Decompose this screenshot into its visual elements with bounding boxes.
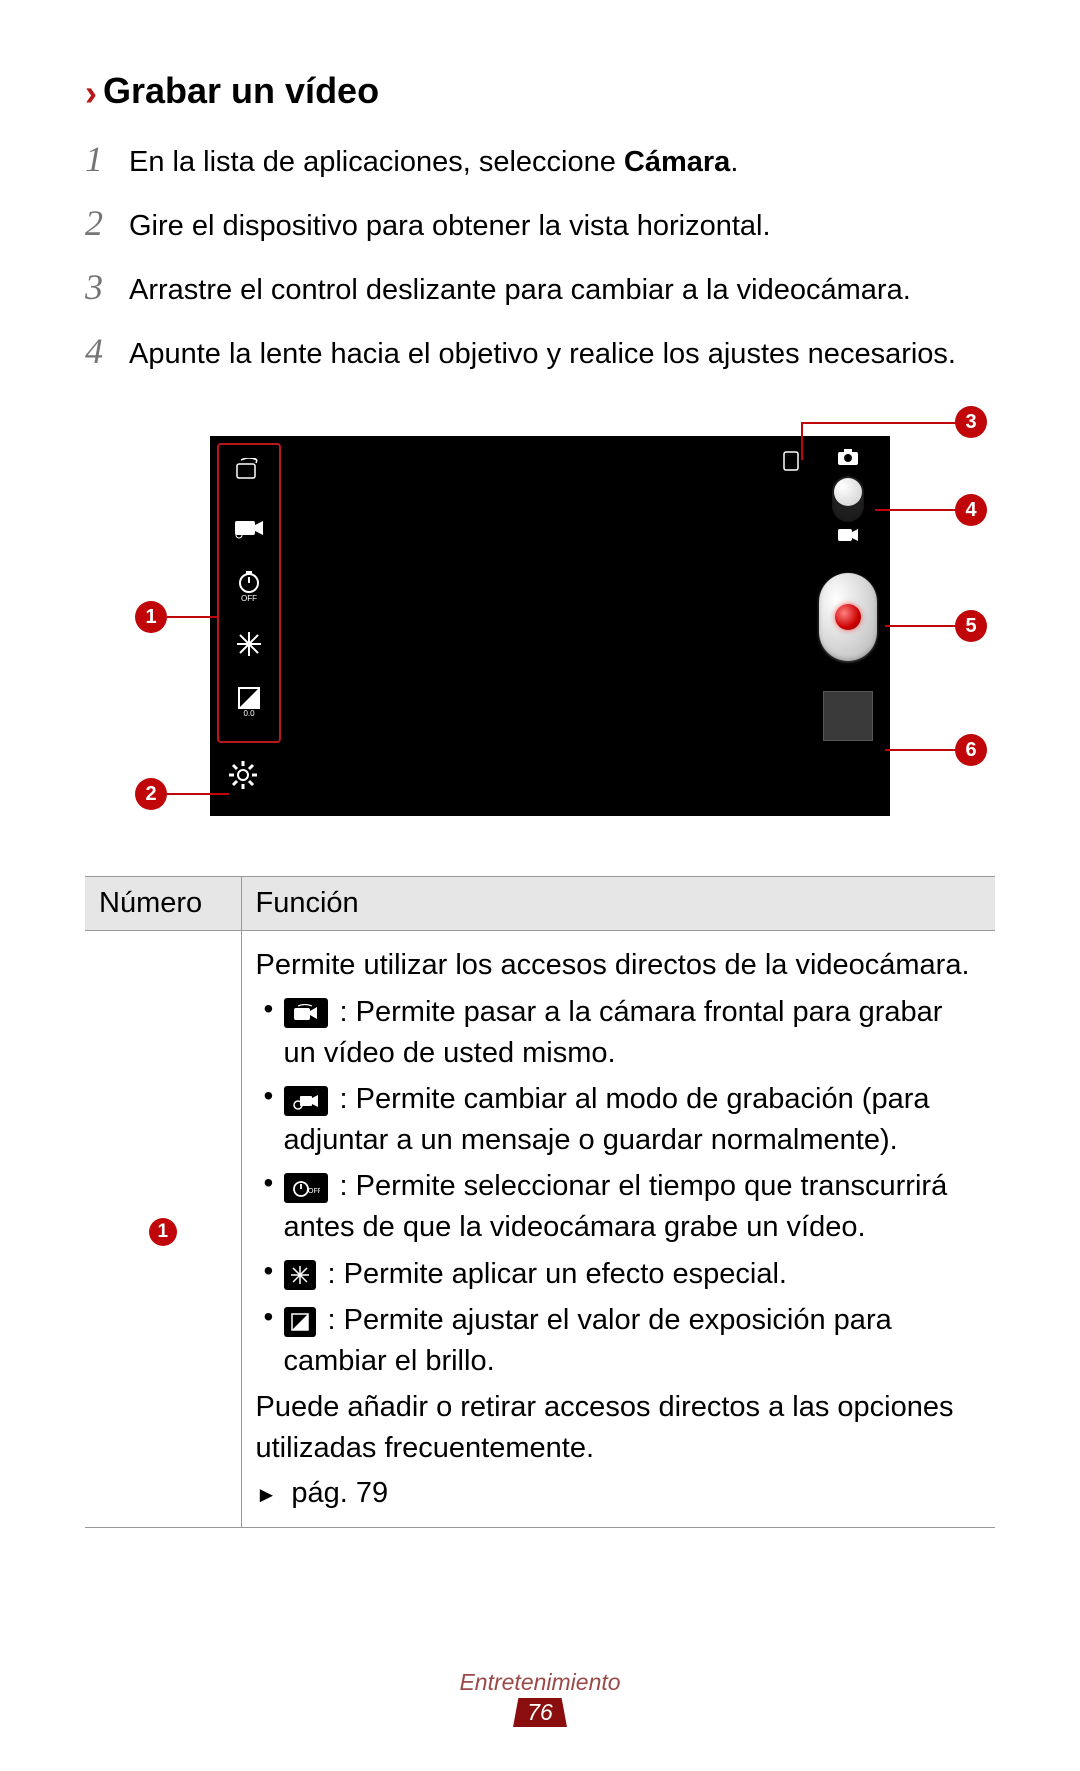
table-cell-number: 1	[85, 931, 241, 1528]
page-content: ›Grabar un vídeo 1 En la lista de aplica…	[0, 0, 1080, 1528]
callout-leader	[801, 422, 803, 460]
page-footer: Entretenimiento 76	[0, 1669, 1080, 1727]
callout-leader	[885, 749, 957, 751]
callout-badge-5: 5	[955, 610, 987, 642]
list-item: : Permite aplicar un efecto especial.	[256, 1254, 982, 1295]
table-cell-function: Permite utilizar los accesos directos de…	[241, 931, 995, 1528]
gallery-thumbnail[interactable]	[823, 691, 873, 741]
callout-badge-4: 4	[955, 494, 987, 526]
mode-switcher[interactable]	[832, 476, 864, 522]
step-item: 2 Gire el dispositivo para obtener la vi…	[85, 196, 995, 250]
shortcuts-toolbar: OFF 0.0	[222, 448, 276, 724]
function-bullet-list: : Permite pasar a la cámara frontal para…	[256, 992, 982, 1381]
step-number: 1	[85, 132, 129, 186]
effects-icon[interactable]	[227, 622, 271, 666]
step-list: 1 En la lista de aplicaciones, seleccion…	[85, 132, 995, 378]
photo-mode-icon	[837, 446, 859, 472]
camera-figure: OFF 0.0	[85, 406, 995, 846]
function-table: Número Función 1 Permite utilizar los ac…	[85, 876, 995, 1528]
section-heading: ›Grabar un vídeo	[85, 70, 995, 114]
footer-page-number: 76	[513, 1698, 567, 1727]
right-toolbar	[818, 446, 878, 741]
step-text: Apunte la lente hacia el objetivo y real…	[129, 333, 995, 377]
step-item: 1 En la lista de aplicaciones, seleccion…	[85, 132, 995, 186]
callout-leader	[801, 422, 957, 424]
timer-icon: OFF	[284, 1173, 328, 1203]
mode-switcher-knob	[834, 478, 862, 506]
step-number: 4	[85, 324, 129, 378]
list-item: OFF : Permite seleccionar el tiempo que …	[256, 1166, 982, 1247]
settings-icon[interactable]	[228, 760, 258, 798]
step-item: 4 Apunte la lente hacia el objetivo y re…	[85, 324, 995, 378]
callout-badge-3: 3	[955, 406, 987, 438]
step-number: 3	[85, 260, 129, 314]
step-text: Arrastre el control deslizante para camb…	[129, 269, 995, 313]
recording-mode-icon[interactable]	[227, 506, 271, 550]
table-header-function: Función	[241, 877, 995, 931]
callout-leader	[875, 509, 957, 511]
table-header-number: Número	[85, 877, 241, 931]
footer-section-label: Entretenimiento	[0, 1669, 1080, 1696]
step-item: 3 Arrastre el control deslizante para ca…	[85, 260, 995, 314]
recording-mode-icon	[284, 1086, 328, 1116]
record-indicator-icon	[835, 604, 861, 630]
step-number: 2	[85, 196, 129, 250]
page-reference: ► pág. 79	[256, 1473, 982, 1514]
record-button[interactable]	[819, 573, 877, 661]
timer-icon[interactable]: OFF	[227, 564, 271, 608]
switch-camera-icon[interactable]	[227, 448, 271, 492]
heading-text: Grabar un vídeo	[103, 70, 379, 111]
callout-badge-6: 6	[955, 734, 987, 766]
list-item: : Permite cambiar al modo de grabación (…	[256, 1079, 982, 1160]
list-item: : Permite ajustar el valor de exposición…	[256, 1300, 982, 1381]
heading-chevron-icon: ›	[85, 72, 97, 113]
page-ref-arrow-icon: ►	[256, 1482, 278, 1507]
table-row: 1 Permite utilizar los accesos directos …	[85, 931, 995, 1528]
callout-leader	[167, 616, 217, 618]
switch-camera-icon	[284, 998, 328, 1028]
exposure-icon[interactable]: 0.0	[227, 680, 271, 724]
svg-text:OFF: OFF	[308, 1188, 320, 1195]
video-mode-icon	[837, 526, 859, 547]
row-badge-1: 1	[149, 1218, 177, 1246]
callout-badge-1: 1	[135, 601, 167, 633]
function-outro: Puede añadir o retirar accesos directos …	[256, 1387, 982, 1468]
storage-location-icon	[782, 450, 800, 477]
step-text: Gire el dispositivo para obtener la vist…	[129, 205, 995, 249]
exposure-icon	[284, 1307, 316, 1337]
callout-leader	[167, 793, 229, 795]
camera-screen: OFF 0.0	[210, 436, 890, 816]
function-intro: Permite utilizar los accesos directos de…	[256, 945, 982, 986]
list-item: : Permite pasar a la cámara frontal para…	[256, 992, 982, 1073]
effects-icon	[284, 1260, 316, 1290]
step-text: En la lista de aplicaciones, seleccione …	[129, 141, 995, 185]
callout-leader	[885, 625, 957, 627]
callout-badge-2: 2	[135, 778, 167, 810]
